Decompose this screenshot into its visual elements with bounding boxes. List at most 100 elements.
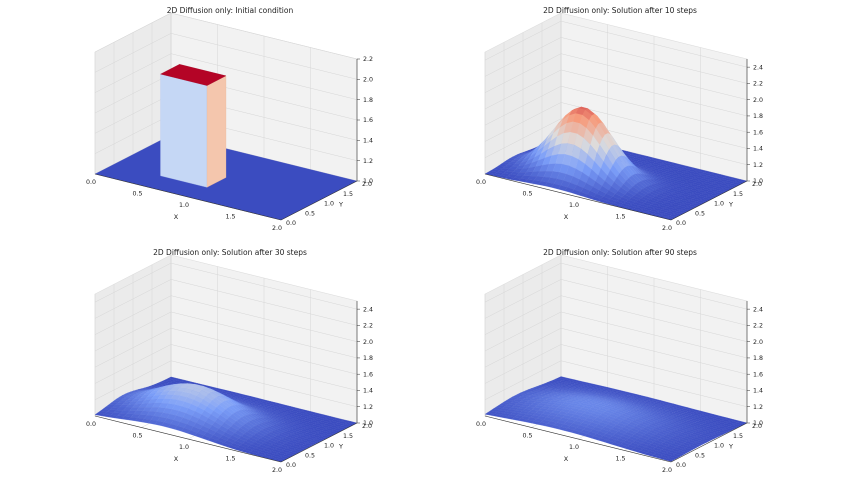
z-tick-label: 1.0	[363, 420, 373, 427]
y-tick-label: 1.0	[324, 443, 334, 450]
y-tick-label: 1.5	[343, 433, 353, 440]
subplot-initial-condition: 2D Diffusion only: Initial condition 0.0…	[40, 0, 420, 232]
z-tick-label: 1.8	[363, 355, 373, 362]
tick-labels: 0.00.51.01.52.00.00.51.01.52.01.01.21.41…	[476, 306, 763, 474]
x-tick-label: 2.0	[272, 225, 282, 232]
x-axis-label: X	[564, 213, 569, 221]
x-tick-label: 2.0	[662, 225, 672, 232]
z-tick-label: 1.2	[753, 162, 763, 169]
z-tick-label: 1.8	[753, 113, 763, 120]
z-tick-label: 2.0	[753, 97, 763, 104]
x-tick-label: 0.5	[132, 433, 142, 440]
z-tick-label: 2.2	[363, 323, 373, 330]
y-axis-label: Y	[338, 201, 343, 209]
x-tick-label: 0.5	[522, 433, 532, 440]
y-tick-label: 0.5	[305, 210, 315, 217]
z-tick-label: 2.4	[753, 306, 763, 313]
z-tick-label: 2.0	[363, 339, 373, 346]
axis-lines	[484, 301, 748, 463]
y-axis-line	[280, 180, 358, 221]
y-tick-label: 1.5	[733, 433, 743, 440]
y-tick-label: 1.5	[343, 191, 353, 198]
x-tick-label: 1.0	[179, 444, 189, 451]
x-tick-label: 0.5	[522, 191, 532, 198]
z-tick-label: 2.4	[753, 64, 763, 71]
z-tick-label: 1.0	[753, 420, 763, 427]
subplot-title: 2D Diffusion only: Solution after 10 ste…	[543, 6, 697, 15]
surface-plot: 0.00.51.01.52.00.00.51.01.52.01.01.21.41…	[86, 12, 373, 232]
x-tick-label: 2.0	[272, 467, 282, 474]
z-tick-label: 1.0	[363, 178, 373, 185]
x-tick-label: 0.5	[132, 191, 142, 198]
z-tick-label: 1.4	[753, 146, 763, 153]
y-tick-label: 2.0	[362, 423, 372, 430]
z-tick-label: 2.2	[753, 81, 763, 88]
z-tick-label: 1.2	[363, 158, 373, 165]
tick-labels: 0.00.51.01.52.00.00.51.01.52.01.01.21.41…	[476, 64, 763, 232]
y-axis-line	[670, 422, 748, 463]
x-axis-label: X	[564, 455, 569, 463]
tick-labels: 0.00.51.01.52.00.00.51.01.52.01.01.21.41…	[86, 56, 373, 232]
axis-lines	[484, 59, 748, 221]
z-tick-label: 2.2	[363, 56, 373, 63]
z-tick-label: 1.2	[363, 404, 373, 411]
z-tick-label: 2.4	[363, 306, 373, 313]
hat-front-face	[160, 73, 208, 188]
y-tick-label: 0.0	[286, 462, 296, 469]
y-tick-label: 0.5	[695, 210, 705, 217]
x-tick-label: 1.0	[569, 202, 579, 209]
y-tick-label: 2.0	[362, 181, 372, 188]
x-tick-label: 1.5	[615, 214, 625, 221]
surface-plot: 0.00.51.01.52.00.00.51.01.52.01.01.21.41…	[476, 12, 763, 232]
z-tick-label: 1.6	[753, 371, 763, 378]
y-tick-label: 2.0	[752, 181, 762, 188]
y-axis-label: Y	[728, 443, 733, 451]
subplot-10-steps: 2D Diffusion only: Solution after 10 ste…	[430, 0, 810, 232]
x-axis-label: X	[174, 455, 179, 463]
surface-plot: 0.00.51.01.52.00.00.51.01.52.01.01.21.41…	[86, 254, 373, 474]
x-axis-label: X	[174, 213, 179, 221]
x-tick-label: 1.0	[179, 202, 189, 209]
surface-plot: 0.00.51.01.52.00.00.51.01.52.01.01.21.41…	[476, 254, 763, 474]
z-tick-label: 1.8	[753, 355, 763, 362]
y-axis-line	[280, 422, 358, 463]
subplot-title: 2D Diffusion only: Solution after 90 ste…	[543, 248, 697, 257]
y-tick-label: 1.0	[714, 201, 724, 208]
subplot-title: 2D Diffusion only: Initial condition	[166, 6, 294, 15]
x-tick-label: 1.0	[569, 444, 579, 451]
surface-facet	[663, 457, 675, 462]
surface-mesh	[484, 376, 748, 462]
z-tick-label: 1.6	[363, 371, 373, 378]
y-axis-label: Y	[338, 443, 343, 451]
x-tick-label: 0.0	[86, 179, 96, 186]
z-tick-label: 2.2	[753, 323, 763, 330]
z-tick-label: 1.4	[363, 138, 373, 145]
y-tick-label: 0.0	[286, 220, 296, 227]
z-tick-label: 1.0	[753, 178, 763, 185]
x-tick-label: 2.0	[662, 467, 672, 474]
x-tick-label: 1.5	[615, 456, 625, 463]
z-tick-label: 1.2	[753, 404, 763, 411]
y-tick-label: 0.5	[305, 452, 315, 459]
z-tick-label: 2.0	[363, 77, 373, 84]
subplot-title: 2D Diffusion only: Solution after 30 ste…	[153, 248, 307, 257]
z-tick-label: 1.6	[363, 117, 373, 124]
x-tick-label: 0.0	[476, 421, 486, 428]
y-tick-label: 0.0	[676, 220, 686, 227]
z-tick-label: 1.6	[753, 129, 763, 136]
x-axis-line	[94, 415, 282, 463]
y-tick-label: 0.0	[676, 462, 686, 469]
y-tick-label: 1.0	[714, 443, 724, 450]
surface-mesh	[94, 376, 358, 463]
y-axis-line	[670, 180, 748, 221]
surface-mesh	[484, 106, 748, 221]
y-tick-label: 2.0	[752, 423, 762, 430]
tick-labels: 0.00.51.01.52.00.00.51.01.52.01.01.21.41…	[86, 306, 373, 474]
z-tick-label: 1.8	[363, 97, 373, 104]
x-tick-label: 1.5	[225, 214, 235, 221]
z-tick-label: 2.0	[753, 339, 763, 346]
y-tick-label: 0.5	[695, 452, 705, 459]
x-axis-line	[94, 173, 282, 221]
z-tick-label: 1.4	[753, 388, 763, 395]
